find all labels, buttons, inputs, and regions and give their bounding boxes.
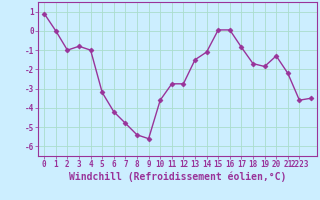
X-axis label: Windchill (Refroidissement éolien,°C): Windchill (Refroidissement éolien,°C) — [69, 172, 286, 182]
